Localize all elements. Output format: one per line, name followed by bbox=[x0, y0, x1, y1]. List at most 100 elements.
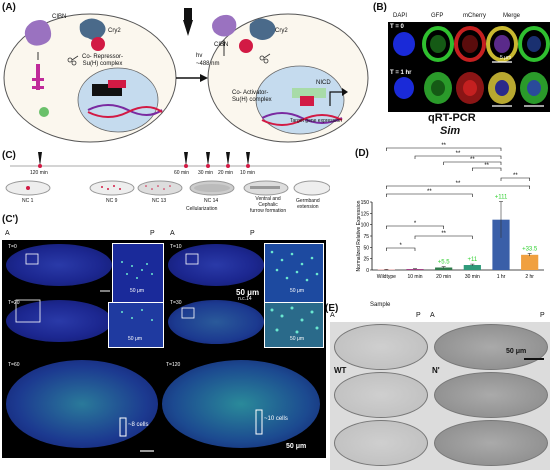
wt-label: WT bbox=[334, 366, 347, 375]
cry2-label-left: Cry2 bbox=[108, 28, 121, 34]
embryo-t0 bbox=[6, 244, 112, 286]
nc14-label: n.c.14 bbox=[238, 296, 252, 302]
sig-mark-3: ** bbox=[484, 163, 489, 169]
x-tick-label-2: 20 min bbox=[436, 274, 451, 280]
time-20min: 20 min bbox=[218, 170, 234, 176]
sig-bracket-6 bbox=[386, 193, 473, 197]
sig-mark-7: * bbox=[414, 221, 417, 227]
x-tick-label-0: Wildtype bbox=[377, 274, 396, 280]
cibn-label-left: CIBN bbox=[52, 14, 67, 20]
repressor-complex-label: Co- Repressor- Su(H) complex bbox=[82, 54, 124, 67]
anterior-label-1: A bbox=[5, 230, 10, 237]
y-tick-label-3: 75 bbox=[363, 234, 369, 240]
posterior-label-1: P bbox=[150, 230, 155, 237]
stage-nc13: NC 13 bbox=[152, 198, 167, 204]
sig-bracket-2 bbox=[443, 161, 502, 165]
panel-label-b: (B) bbox=[373, 2, 387, 13]
anterior-label-2: A bbox=[170, 230, 175, 237]
scale-bar-label-inset1: 50 μm bbox=[130, 288, 144, 294]
scale-bar-label-e: 50 μm bbox=[506, 348, 527, 355]
wt-embryo-3 bbox=[334, 420, 428, 466]
embryo-t30 bbox=[168, 300, 264, 344]
cibn-protein-right bbox=[212, 14, 237, 37]
embryo-t60 bbox=[6, 360, 158, 448]
wt-embryo-2 bbox=[334, 372, 428, 418]
sig-mark-5: ** bbox=[456, 181, 461, 187]
posterior-label-e1: P bbox=[416, 312, 421, 319]
nprime-embryo-2 bbox=[434, 372, 548, 418]
time-10min: 10 min bbox=[240, 170, 256, 176]
fold-change-3: +33.5 bbox=[522, 246, 538, 252]
x-tick-label-5: 2 hr bbox=[525, 274, 534, 280]
cry2-protein-right bbox=[249, 18, 276, 40]
activator-complex-label: Co- Activator- Su(H) complex bbox=[232, 90, 272, 103]
x-tick-label-3: 30 min bbox=[465, 274, 480, 280]
channel-dapi: DAPI bbox=[393, 13, 408, 19]
scale-bar-label-bottom: 50 μm bbox=[286, 443, 307, 450]
scale-bar-e bbox=[524, 358, 544, 360]
y-tick-label-4: 100 bbox=[361, 223, 370, 229]
time-label-t1hr: T = 1 hr bbox=[390, 70, 412, 76]
panel-label-d: (D) bbox=[355, 148, 369, 159]
embryo-t120 bbox=[162, 360, 320, 448]
inset-t20 bbox=[108, 302, 164, 348]
confocal-overlay bbox=[15, 250, 319, 452]
time-30min: 30 min bbox=[198, 170, 214, 176]
y-tick-label-0: 0 bbox=[366, 268, 369, 274]
sig-bracket-0 bbox=[386, 147, 502, 151]
panel-label-e: (E) bbox=[325, 303, 339, 314]
time-label-t60-embryo: T=60 bbox=[8, 362, 20, 368]
sig-bracket-3 bbox=[472, 167, 502, 171]
anterior-label-e1: A bbox=[330, 312, 335, 319]
y-axis-label: Normalized Relative Expression bbox=[356, 200, 362, 271]
panel-label-c-prime: (C') bbox=[2, 214, 19, 225]
cibn-protein-left bbox=[24, 20, 52, 46]
target-gene-label: Target gene expression bbox=[290, 118, 342, 124]
y-tick-label-1: 25 bbox=[363, 257, 369, 263]
sig-mark-8: ** bbox=[441, 231, 446, 237]
inset-t0 bbox=[112, 243, 164, 303]
x-tick-label-4: 1 hr bbox=[497, 274, 506, 280]
gene-sim-label: Sim bbox=[440, 125, 461, 137]
channel-mcherry: mCherry bbox=[463, 13, 487, 19]
cry2-label-right: Cry2 bbox=[275, 28, 288, 34]
cell-count-8: ~8 cells bbox=[128, 422, 149, 428]
embryo-t20 bbox=[6, 300, 112, 342]
time-label-t20-embryo: T=20 bbox=[8, 300, 20, 306]
anterior-label-e2: A bbox=[430, 312, 435, 319]
scale-bar-label-inset2: 50 μm bbox=[290, 288, 304, 294]
sig-mark-4: ** bbox=[513, 173, 518, 179]
sig-bracket-4 bbox=[500, 177, 530, 181]
time-60min: 60 min bbox=[174, 170, 190, 176]
scale-bar-label-inset4: 50 μm bbox=[290, 336, 304, 342]
scale-bar-label-embryo: 50 μm bbox=[236, 288, 260, 297]
panel-a-diagram bbox=[3, 8, 369, 143]
time-label-t30-embryo: T=30 bbox=[170, 300, 182, 306]
posterior-label-2: P bbox=[250, 230, 255, 237]
inset-t30 bbox=[264, 302, 324, 348]
sig-mark-6: ** bbox=[427, 189, 432, 195]
scale-bar-label-b: 5 μm bbox=[500, 55, 512, 61]
sample-label: Sample bbox=[370, 302, 391, 308]
embryo-t10 bbox=[168, 244, 264, 286]
cibn-label-right: CIBN bbox=[214, 42, 229, 48]
stage-nc1: NC 1 bbox=[22, 198, 34, 204]
cry2-protein-left bbox=[79, 18, 106, 40]
stage-nc9: NC 9 bbox=[106, 198, 118, 204]
qrt-pcr-title: qRT-PCR bbox=[428, 112, 476, 124]
sig-bracket-9 bbox=[386, 247, 416, 251]
time-120min: 120 min bbox=[30, 170, 48, 176]
panel-label-a: (A) bbox=[2, 2, 16, 13]
bar-5 bbox=[521, 254, 539, 270]
nprime-embryo-1 bbox=[434, 324, 548, 370]
panel-c-timeline bbox=[5, 152, 330, 196]
posterior-label-e2: P bbox=[540, 312, 545, 319]
x-tick-label-1: 10 min bbox=[407, 274, 422, 280]
cellularization-label: Cellularization bbox=[186, 206, 218, 212]
y-tick-label-2: 50 bbox=[363, 245, 369, 251]
nprime-embryo-3 bbox=[434, 420, 548, 466]
scale-bar-label-inset3: 50 μm bbox=[128, 336, 142, 342]
light-wavelength-label: hv ~488 nm bbox=[196, 53, 220, 67]
stage-germband: Germband extension bbox=[296, 198, 320, 210]
